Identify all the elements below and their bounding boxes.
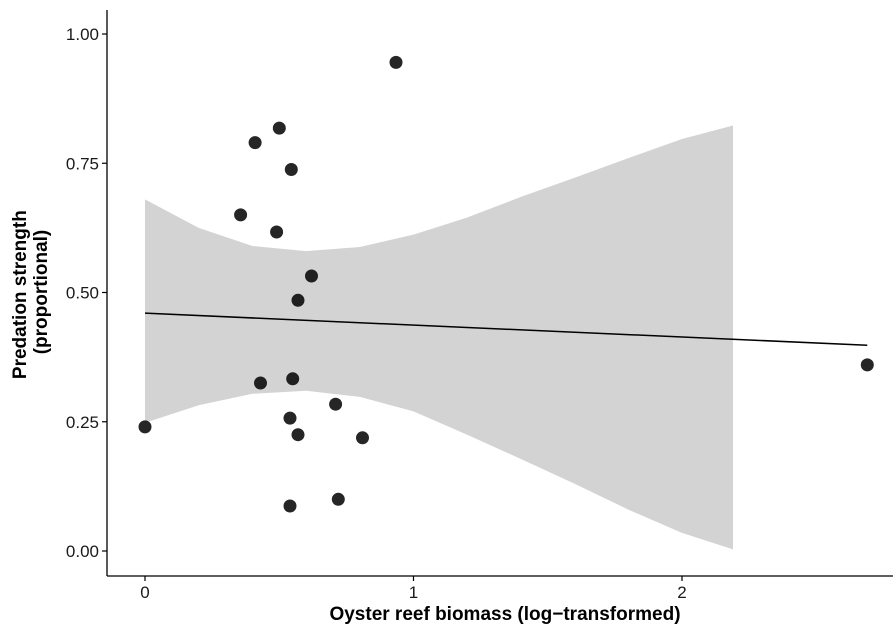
x-tick-label-1: 1 xyxy=(409,583,418,602)
data-point-9 xyxy=(284,163,298,176)
confidence-band xyxy=(145,125,733,550)
data-point-5 xyxy=(270,225,284,239)
data-point-6 xyxy=(272,121,286,135)
axes xyxy=(102,10,893,581)
data-point-2 xyxy=(234,208,248,222)
x-axis-title: Oyster reef biomass (log−transformed) xyxy=(329,604,680,625)
y-tick-label-4: 1.00 xyxy=(66,25,99,44)
data-point-15 xyxy=(331,492,345,506)
data-point-7 xyxy=(283,499,297,513)
confidence-band-layer xyxy=(145,125,733,550)
data-point-11 xyxy=(291,428,305,442)
data-point-13 xyxy=(305,269,318,283)
y-axis-title-line-2: (proportional) xyxy=(31,230,52,355)
y-tick-label-1: 0.25 xyxy=(66,413,99,432)
y-axis-title-line-1: Predation strength xyxy=(10,210,31,379)
trend-line xyxy=(144,312,868,346)
y-tick-label-2: 0.50 xyxy=(66,284,99,303)
data-point-12 xyxy=(291,293,305,307)
data-point-8 xyxy=(283,411,297,425)
x-tick-label-0: 0 xyxy=(140,583,149,602)
data-point-3 xyxy=(248,136,262,150)
y-tick-label-0: 0.00 xyxy=(66,542,99,561)
y-tick-label-3: 0.75 xyxy=(66,154,99,173)
data-point-1 xyxy=(138,420,152,434)
tick-labels: 0.00 0.25 0.50 0.75 1.00 0 1 2 xyxy=(66,25,687,602)
data-point-16 xyxy=(356,431,369,445)
data-point-18 xyxy=(860,358,874,372)
data-points-layer xyxy=(138,55,874,513)
x-tick-label-2: 2 xyxy=(677,583,686,602)
data-point-10 xyxy=(286,372,300,386)
trend-line-layer xyxy=(144,312,868,346)
y-axis-title: Predation strength (proportional) xyxy=(10,205,52,379)
data-point-4 xyxy=(254,376,267,390)
data-point-14 xyxy=(329,397,343,411)
data-point-17 xyxy=(389,55,403,69)
